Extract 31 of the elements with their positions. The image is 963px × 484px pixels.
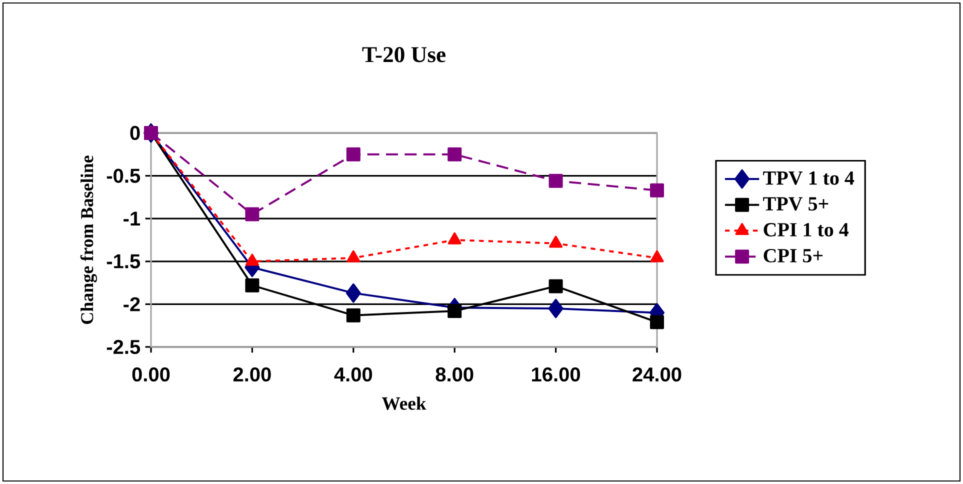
- x-tick-label: 24.00: [632, 367, 682, 382]
- point: [346, 308, 360, 322]
- x-tick-label: 4.00: [334, 367, 372, 382]
- x-tick-label: 8.00: [436, 367, 474, 382]
- y-tick-label: -1: [124, 212, 140, 226]
- point: [650, 315, 664, 330]
- y-axis-title: Change from Baseline: [80, 156, 97, 324]
- legend-label: CPI 1 to 4: [764, 223, 849, 236]
- point: [346, 147, 360, 162]
- legend-label: CPI 5+: [764, 248, 823, 262]
- point: [245, 207, 260, 222]
- legend-label: TPV 5+: [763, 197, 828, 211]
- x-tick-label: 2.00: [233, 367, 271, 382]
- x-tick-label: 16.00: [532, 367, 580, 382]
- legend-label: TPV 1 to 4: [763, 171, 854, 185]
- x-tick-label: 0.00: [132, 367, 170, 382]
- point: [548, 298, 564, 318]
- y-tick-label: -0.5: [106, 168, 140, 183]
- point: [448, 304, 462, 318]
- point: [245, 278, 260, 292]
- point: [650, 183, 664, 198]
- point: [548, 174, 563, 188]
- x-axis-title: Week: [382, 396, 426, 410]
- point: [346, 283, 361, 303]
- y-tick-label: 0: [130, 126, 140, 140]
- point: [448, 147, 462, 162]
- y-tick-label: -2: [124, 297, 140, 312]
- chart-title: T-20 Use: [362, 46, 446, 62]
- y-tick-label: -1.5: [106, 254, 140, 268]
- y-tick-label: -2.5: [106, 340, 140, 354]
- point: [548, 279, 563, 294]
